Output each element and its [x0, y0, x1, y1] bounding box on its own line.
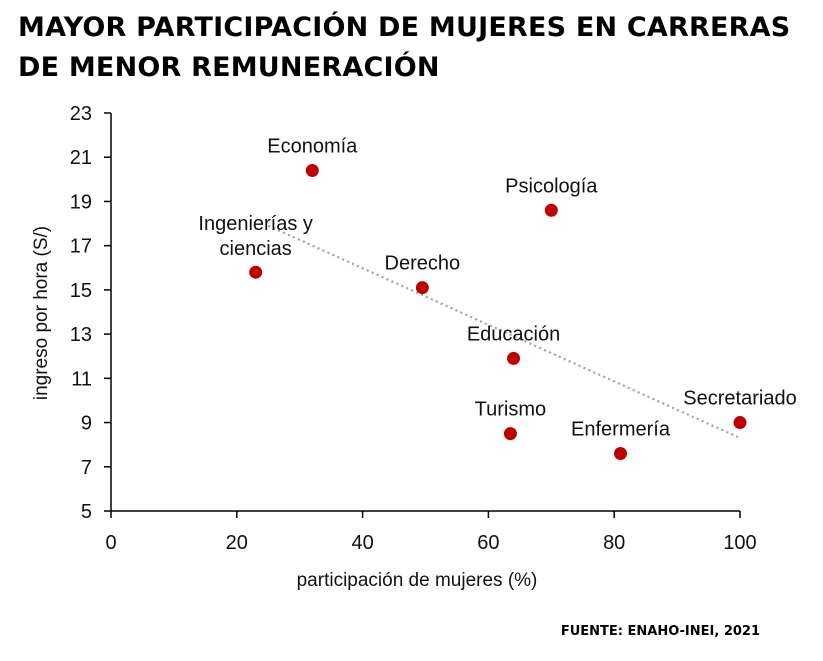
data-label: Educación [467, 323, 560, 345]
x-tick-label: 20 [226, 532, 248, 554]
y-tick-label: 15 [70, 280, 92, 302]
y-tick-label: 17 [70, 236, 92, 258]
y-tick-label: 21 [70, 147, 92, 169]
x-axis-label: participación de mujeres (%) [297, 570, 538, 591]
x-tick-label: 100 [723, 532, 756, 554]
x-tick-label: 80 [603, 532, 625, 554]
data-point [544, 203, 558, 217]
data-point [249, 265, 263, 279]
y-tick-label: 7 [81, 457, 92, 479]
y-tick-label: 5 [81, 501, 92, 523]
y-axis-label: ingreso por hora (S/) [31, 226, 52, 400]
data-label: Ingenierías y ciencias [198, 213, 313, 260]
x-tick-label: 40 [351, 532, 373, 554]
data-point [503, 427, 517, 441]
y-tick-label: 9 [81, 413, 92, 435]
chart-title-line-1: MAYOR PARTICIPACIÓN DE MUJERES EN CARRER… [18, 12, 791, 43]
data-point [507, 351, 521, 365]
y-tick-label: 11 [71, 368, 92, 390]
data-points [249, 163, 747, 461]
x-tick-label: 0 [105, 532, 116, 554]
data-label: Enfermería [571, 419, 671, 441]
data-point [733, 416, 747, 430]
data-label: Turismo [475, 399, 546, 421]
x-tick-label: 60 [477, 532, 499, 554]
source-note: FUENTE: ENAHO-INEI, 2021 [560, 624, 760, 639]
data-label: Psicología [505, 175, 598, 197]
y-tick-label: 19 [70, 191, 92, 213]
data-label: Derecho [385, 253, 461, 275]
chart-title: MAYOR PARTICIPACIÓN DE MUJERES EN CARRER… [18, 8, 808, 88]
data-label: Economía [267, 135, 358, 157]
data-point [305, 163, 319, 177]
data-labels: Economía Psicología Ingenierías y ciencias D… [198, 135, 796, 440]
axis-ticks: 0 20 40 60 80 100 5 7 9 11 13 15 17 19 21 23 [70, 103, 757, 554]
chart-title-line-2: DE MENOR REMUNERACIÓN [18, 52, 440, 83]
data-point [613, 447, 627, 461]
data-point [415, 281, 429, 295]
data-label: Secretariado [683, 388, 796, 410]
y-tick-label: 13 [70, 324, 92, 346]
y-tick-label: 23 [70, 103, 92, 125]
